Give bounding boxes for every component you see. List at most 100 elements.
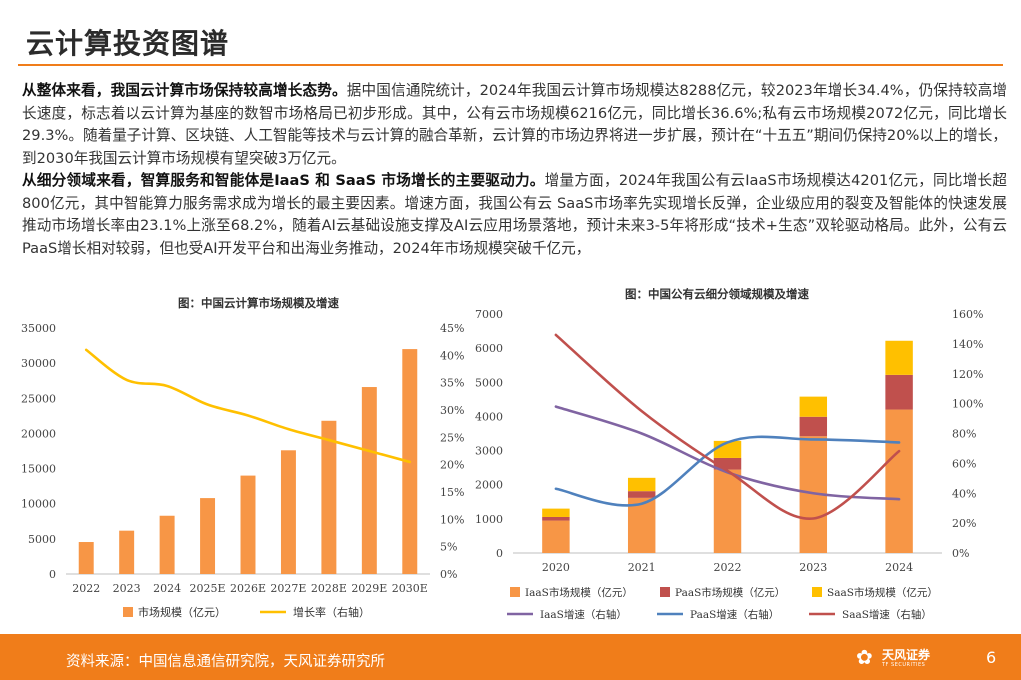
y-right-tick-label: 100% [952, 398, 983, 411]
paragraph-segments-lead: 从细分领域来看，智算服务和智能体是IaaS 和 SaaS 市场增长的主要驱动力。 [22, 172, 545, 189]
bar [542, 516, 570, 521]
y-left-tick-label: 10000 [21, 498, 56, 511]
y-right-tick-label: 25% [440, 431, 464, 444]
bar [280, 450, 296, 574]
y-left-tick-label: 15000 [21, 463, 56, 476]
series-line [84, 348, 412, 464]
title-divider [18, 64, 1003, 66]
y-right-tick-label: 0% [952, 547, 969, 560]
bar [542, 520, 570, 553]
bar [200, 498, 216, 574]
legend-label: PaaS增速（右轴） [690, 608, 779, 621]
x-tick-label: 2030E [392, 582, 428, 595]
x-tick-label: 2021 [628, 561, 656, 574]
series-line [554, 333, 901, 520]
y-left-tick-label: 25000 [21, 392, 56, 405]
y-right-tick-label: 0% [440, 568, 457, 581]
legend-label: IaaS市场规模（亿元） [525, 586, 633, 599]
y-left-tick-label: 7000 [475, 308, 503, 321]
y-right-tick-label: 20% [952, 517, 976, 530]
paragraph-overall: 从整体来看，我国云计算市场保持较高增长态势。据中国信通院统计，2024年我国云计… [22, 80, 1007, 170]
x-tick-label: 2023 [799, 561, 827, 574]
bar [627, 491, 656, 498]
y-right-tick-label: 40% [440, 349, 464, 362]
y-right-tick-label: 15% [440, 486, 464, 499]
paragraph-overall-lead: 从整体来看，我国云计算市场保持较高增长态势。 [22, 82, 347, 99]
bar [542, 508, 570, 517]
legend-label: 市场规模（亿元） [138, 605, 226, 619]
body-text: 从整体来看，我国云计算市场保持较高增长态势。据中国信通院统计，2024年我国云计… [22, 80, 1007, 260]
y-left-tick-label: 5000 [475, 376, 503, 389]
y-left-tick-label: 20000 [21, 427, 56, 440]
legend-label: SaaS增速（右轴） [842, 608, 932, 621]
bar [361, 387, 377, 574]
bar [321, 420, 337, 574]
y-left-tick-label: 1000 [475, 513, 503, 526]
x-tick-label: 2029E [351, 582, 387, 595]
y-right-tick-label: 40% [952, 487, 976, 500]
legend-label: IaaS增速（右轴） [540, 608, 627, 621]
bar [159, 515, 175, 574]
bar [713, 469, 742, 553]
x-tick-label: 2027E [270, 582, 306, 595]
x-tick-label: 2024 [885, 561, 913, 574]
y-right-tick-label: 160% [952, 308, 983, 321]
logo-subtext: TF SECURITIES [882, 662, 926, 668]
chart2-public-cloud-segments: 0 1000 2000 3000 4000 5000 6000 7000 0% 20% 40% 60%… [475, 308, 983, 621]
bar [627, 477, 656, 492]
chart1-market-size: 0 5000 10000 15000 20000 25000 30000 35000 0% 5% 1… [21, 322, 464, 619]
y-left-tick-label: 0 [496, 547, 503, 560]
chart2-title: 图：中国公有云细分领域规模及增速 [625, 287, 809, 301]
x-tick-label: 2022 [714, 561, 742, 574]
y-right-tick-label: 120% [952, 368, 983, 381]
tf-logo-icon: ✿ [856, 645, 873, 669]
y-right-tick-label: 140% [952, 338, 983, 351]
bar [799, 416, 828, 437]
legend-swatch [660, 587, 670, 597]
x-tick-label: 2022 [72, 582, 100, 595]
y-right-tick-label: 20% [440, 459, 464, 472]
bar [627, 497, 656, 553]
y-right-tick-label: 60% [952, 457, 976, 470]
series-line [554, 435, 901, 507]
slide-title: 云计算投资图谱 [26, 27, 230, 60]
y-right-tick-label: 35% [440, 377, 464, 390]
y-left-tick-label: 5000 [28, 533, 56, 546]
legend-swatch [510, 587, 520, 597]
y-left-tick-label: 0 [49, 568, 56, 581]
bar [885, 409, 913, 553]
page-number: 6 [986, 648, 997, 667]
y-left-tick-label: 30000 [21, 357, 56, 370]
y-left-tick-label: 6000 [475, 342, 503, 355]
bar [240, 475, 256, 574]
legend-swatch [812, 587, 822, 597]
x-tick-label: 2023 [113, 582, 141, 595]
footer-source: 资料来源：中国信息通信研究院，天风证券研究所 [66, 654, 385, 670]
x-tick-label: 2026E [230, 582, 266, 595]
legend-swatch [123, 607, 133, 617]
legend-label: PaaS市场规模（亿元） [675, 586, 785, 599]
paragraph-overall-text: 据中国信通院统计，2024年我国云计算市场规模达8288亿元，较2023年增长3… [22, 82, 1007, 167]
logo-text: 天风证券 [882, 648, 931, 662]
legend-label: SaaS市场规模（亿元） [827, 586, 938, 599]
x-tick-label: 2028E [311, 582, 347, 595]
legend-label: 增长率（右轴） [293, 605, 370, 619]
paragraph-segments-text: 增量方面，2024年我国公有云IaaS市场规模达4201亿元，同比增长超800亿… [22, 172, 1007, 257]
y-right-tick-label: 80% [952, 428, 976, 441]
chart1-title: 图：中国云计算市场规模及增速 [178, 296, 339, 310]
footer-logo: ✿ 天风证券 TF SECURITIES [856, 643, 951, 673]
y-left-tick-label: 4000 [475, 410, 503, 423]
bar [885, 374, 913, 410]
y-left-tick-label: 35000 [21, 322, 56, 335]
x-tick-label: 2024 [153, 582, 181, 595]
paragraph-segments: 从细分领域来看，智算服务和智能体是IaaS 和 SaaS 市场增长的主要驱动力。… [22, 170, 1007, 260]
x-tick-label: 2025E [190, 582, 226, 595]
bar [78, 542, 94, 574]
bar [799, 396, 828, 417]
y-right-tick-label: 10% [440, 513, 464, 526]
y-right-tick-label: 30% [440, 404, 464, 417]
y-left-tick-label: 3000 [475, 445, 503, 458]
y-right-tick-label: 5% [440, 541, 457, 554]
bar [885, 340, 913, 375]
x-tick-label: 2020 [542, 561, 570, 574]
